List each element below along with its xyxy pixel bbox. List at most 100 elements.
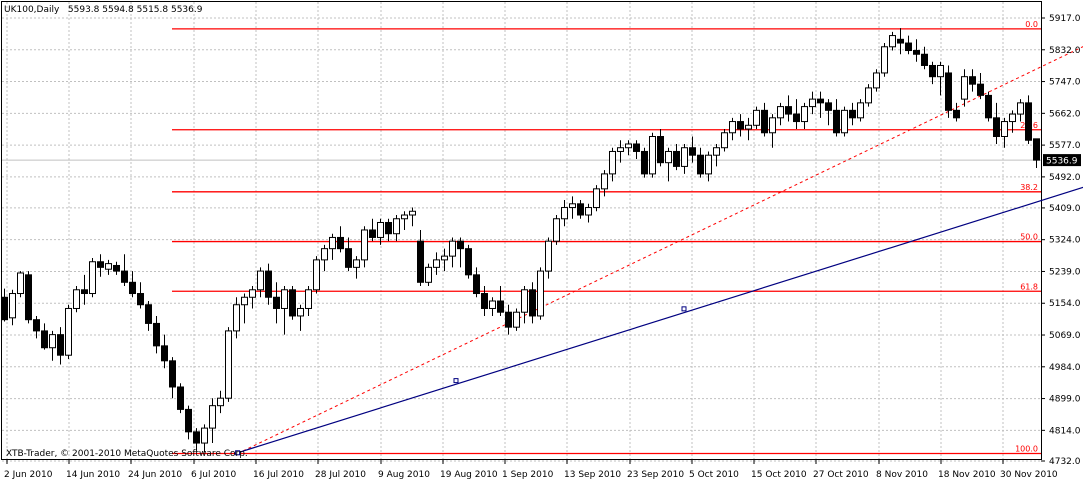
candle bbox=[585, 203, 592, 223]
candle bbox=[465, 244, 472, 279]
candle bbox=[1025, 95, 1032, 144]
price-label: 5324.0 bbox=[1049, 236, 1081, 246]
candle bbox=[137, 282, 144, 309]
candle-body bbox=[657, 136, 664, 164]
candle bbox=[625, 140, 632, 156]
candle bbox=[553, 215, 560, 245]
candle-body bbox=[265, 270, 272, 298]
candle-body bbox=[665, 150, 672, 164]
candle bbox=[609, 147, 616, 182]
candle-body bbox=[585, 207, 592, 216]
fibo-level-label: 100.0 bbox=[1015, 445, 1038, 454]
candle bbox=[841, 106, 848, 137]
candle bbox=[17, 271, 24, 298]
candle-body bbox=[473, 274, 480, 295]
candle bbox=[529, 282, 536, 324]
candle-body bbox=[425, 266, 432, 283]
candle-body bbox=[721, 132, 728, 149]
candle-body bbox=[9, 293, 16, 319]
candle bbox=[129, 271, 136, 298]
candle-body bbox=[921, 53, 928, 66]
candle bbox=[681, 143, 688, 174]
candle-body bbox=[313, 259, 320, 291]
candle-body bbox=[1025, 102, 1032, 141]
price-label: 5917.0 bbox=[1049, 14, 1081, 24]
candle bbox=[953, 102, 960, 122]
candle bbox=[665, 147, 672, 182]
candle-body bbox=[113, 264, 120, 272]
candle-body bbox=[537, 270, 544, 317]
candle-body bbox=[753, 109, 760, 126]
candle bbox=[849, 102, 856, 126]
candle-body bbox=[961, 76, 968, 100]
candle-body bbox=[201, 427, 208, 444]
candle-body bbox=[897, 38, 904, 44]
date-label: 9 Aug 2010 bbox=[378, 470, 430, 480]
trendline-anchor bbox=[453, 378, 459, 384]
candle bbox=[417, 229, 424, 287]
candle bbox=[49, 330, 56, 361]
candle bbox=[57, 327, 64, 365]
candle-body bbox=[1009, 113, 1016, 123]
date-label: 27 Oct 2010 bbox=[813, 470, 869, 480]
fibo-level-label: 61.8 bbox=[1020, 282, 1038, 291]
candle-body bbox=[385, 221, 392, 235]
candle-body bbox=[801, 106, 808, 123]
candle-body bbox=[905, 42, 912, 52]
candle-body bbox=[193, 431, 200, 444]
candle bbox=[569, 196, 576, 219]
candle-body bbox=[985, 94, 992, 119]
candle bbox=[257, 267, 264, 298]
candle-body bbox=[305, 289, 312, 309]
candle-body bbox=[569, 203, 576, 209]
candle-body bbox=[209, 405, 216, 429]
date-label: 8 Nov 2010 bbox=[876, 470, 928, 480]
candle bbox=[721, 129, 728, 152]
candle bbox=[337, 226, 344, 253]
candle-body bbox=[241, 296, 248, 306]
candle bbox=[409, 207, 416, 227]
candle bbox=[1001, 117, 1008, 148]
candle bbox=[289, 286, 296, 320]
chart-header: UK100,Daily 5593.8 5594.8 5515.8 5536.9 bbox=[4, 5, 202, 15]
candle bbox=[793, 99, 800, 130]
candle-body bbox=[121, 270, 128, 283]
candle-body bbox=[433, 259, 440, 268]
candle bbox=[353, 256, 360, 279]
fibo-level-label: 38.2 bbox=[1020, 183, 1038, 192]
price-label: 5747.0 bbox=[1049, 78, 1081, 88]
candle bbox=[801, 102, 808, 130]
candle-body bbox=[873, 72, 880, 89]
candle bbox=[777, 102, 784, 126]
candle bbox=[145, 300, 152, 331]
candle-body bbox=[913, 50, 920, 55]
candle bbox=[753, 106, 760, 130]
candle bbox=[641, 147, 648, 178]
candle bbox=[825, 99, 832, 126]
copyright-footer: XTB-Trader, © 2001-2010 MetaQuotes Softw… bbox=[6, 449, 248, 459]
candle-body bbox=[969, 76, 976, 85]
candle-body bbox=[1, 296, 8, 321]
candle-body bbox=[337, 236, 344, 250]
price-label: 5069.0 bbox=[1049, 331, 1081, 341]
candle-body bbox=[561, 207, 568, 220]
candle-body bbox=[329, 236, 336, 250]
date-label: 30 Nov 2010 bbox=[1000, 470, 1058, 480]
candle-body bbox=[529, 289, 536, 317]
candle-body bbox=[273, 296, 280, 309]
candle bbox=[25, 271, 32, 324]
candle-body bbox=[57, 334, 64, 356]
date-label: 13 Sep 2010 bbox=[564, 470, 621, 480]
price-badge-text: 5536.9 bbox=[1046, 157, 1078, 167]
candle-body bbox=[697, 154, 704, 175]
candle-body bbox=[641, 150, 648, 175]
candle-body bbox=[49, 334, 56, 349]
current-price-badge: 5536.9 bbox=[1043, 154, 1081, 167]
candle-body bbox=[705, 154, 712, 175]
candle-body bbox=[249, 289, 256, 298]
candle bbox=[393, 215, 400, 242]
price-label: 5239.0 bbox=[1049, 267, 1081, 277]
candle-body bbox=[713, 147, 720, 156]
candle bbox=[233, 297, 240, 339]
